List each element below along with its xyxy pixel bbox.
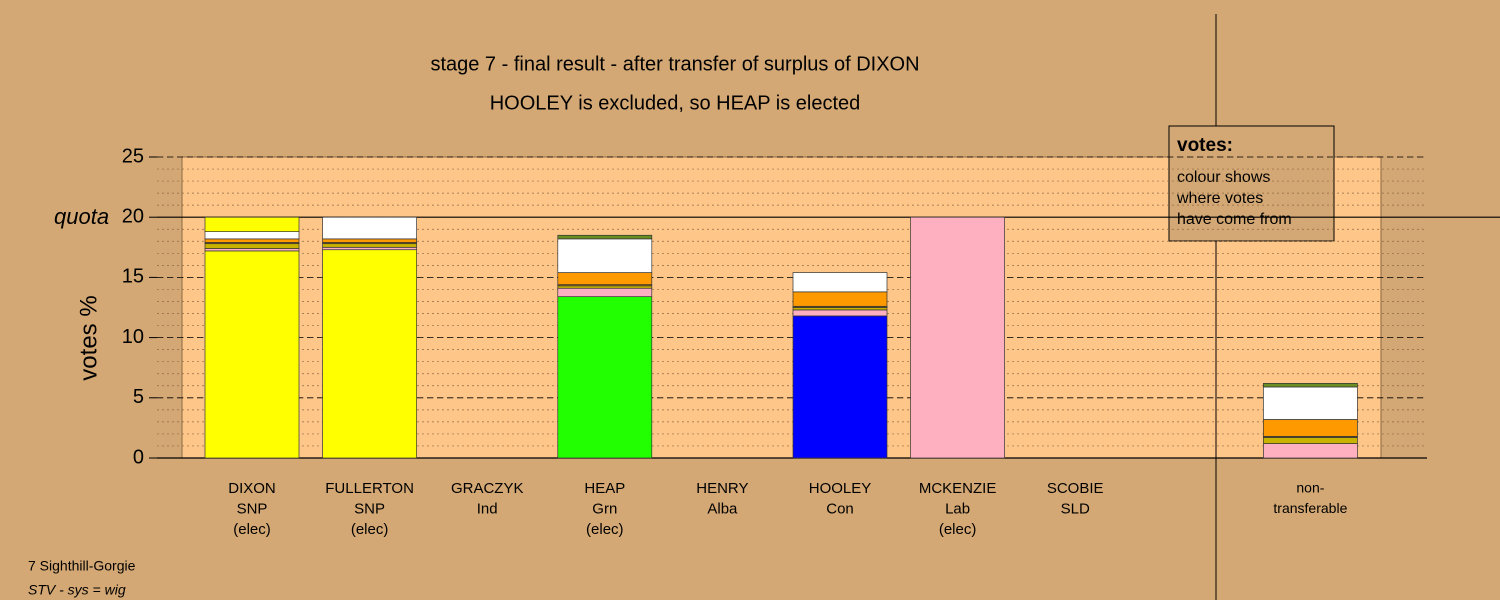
bar-segment: [910, 216, 1005, 459]
bar-segment: [557, 272, 653, 285]
x-tick-label: SLD: [1061, 500, 1090, 517]
legend-text: colour shows: [1177, 169, 1270, 186]
x-tick-label: transferable: [1273, 500, 1347, 516]
bar-segment: [204, 231, 300, 240]
x-tick-label: non-: [1296, 480, 1324, 496]
x-tick-label: GRACZYK: [451, 480, 524, 497]
bar-segment: [1263, 386, 1358, 420]
bar-segment: [1263, 383, 1358, 388]
bar-segment: [322, 249, 417, 459]
x-tick-label: (elec): [233, 521, 271, 538]
y-axis-label: votes %: [75, 295, 102, 380]
bar-segment: [204, 238, 300, 243]
x-tick-label: Con: [826, 500, 854, 517]
x-tick-label: Grn: [592, 500, 617, 517]
bar-segment: [792, 291, 888, 307]
chart-subtitle: HOOLEY is excluded, so HEAP is elected: [490, 92, 861, 114]
legend-box: [1168, 125, 1335, 242]
y-tick-label: 15: [122, 266, 144, 288]
bar-segment: [1263, 437, 1358, 444]
y-tick-label: 25: [122, 145, 144, 167]
y-tick-label: 20: [122, 205, 144, 227]
x-tick-label: HEAP: [584, 480, 625, 497]
bar-segment: [792, 309, 888, 317]
x-tick-label: MCKENZIE: [919, 480, 997, 497]
x-tick-label: SNP: [237, 500, 268, 517]
bar-segment: [204, 250, 300, 459]
x-tick-label: (elec): [351, 521, 389, 538]
bar-segment: [204, 243, 300, 249]
bar-segment: [557, 285, 653, 289]
x-tick-label: (elec): [939, 521, 977, 538]
bar-segment: [322, 216, 417, 240]
quota-label: quota: [54, 204, 109, 229]
y-tick-label: 5: [133, 386, 144, 408]
bar-segment: [557, 238, 653, 273]
bar-segment: [1263, 443, 1358, 459]
bar-segment: [322, 246, 417, 251]
bar-segment: [792, 307, 888, 311]
footer: 7 Sighthill-Gorgie: [28, 558, 136, 574]
x-tick-label: DIXON: [228, 480, 276, 497]
x-tick-label: Ind: [477, 500, 498, 517]
x-tick-label: SNP: [354, 500, 385, 517]
x-tick-label: SCOBIE: [1047, 480, 1104, 497]
x-tick-label: HENRY: [696, 480, 748, 497]
legend-text: where votes: [1176, 190, 1263, 207]
x-tick-label: HOOLEY: [809, 480, 872, 497]
legend-text: have come from: [1177, 211, 1292, 228]
chart-title: stage 7 - final result - after transfer …: [430, 53, 919, 75]
bar-segment: [322, 238, 417, 243]
x-tick-label: FULLERTON: [325, 480, 414, 497]
bar-segment: [322, 243, 417, 248]
bar-segment: [792, 315, 888, 459]
bar-segment: [557, 234, 653, 240]
bar-segment: [557, 287, 653, 298]
footer-note: STV - sys = wig: [28, 582, 126, 598]
x-tick-label: Lab: [945, 500, 970, 517]
bar-segment: [792, 272, 888, 293]
x-tick-label: Alba: [707, 500, 738, 517]
bar-segment: [557, 296, 653, 459]
x-tick-label: (elec): [586, 521, 624, 538]
bar-segment: [204, 216, 300, 232]
y-tick-label: 10: [122, 326, 144, 348]
bar-segment: [1263, 419, 1358, 437]
legend-title: votes:: [1177, 135, 1233, 156]
bar-segment: [204, 248, 300, 252]
y-tick-label: 0: [133, 446, 144, 468]
